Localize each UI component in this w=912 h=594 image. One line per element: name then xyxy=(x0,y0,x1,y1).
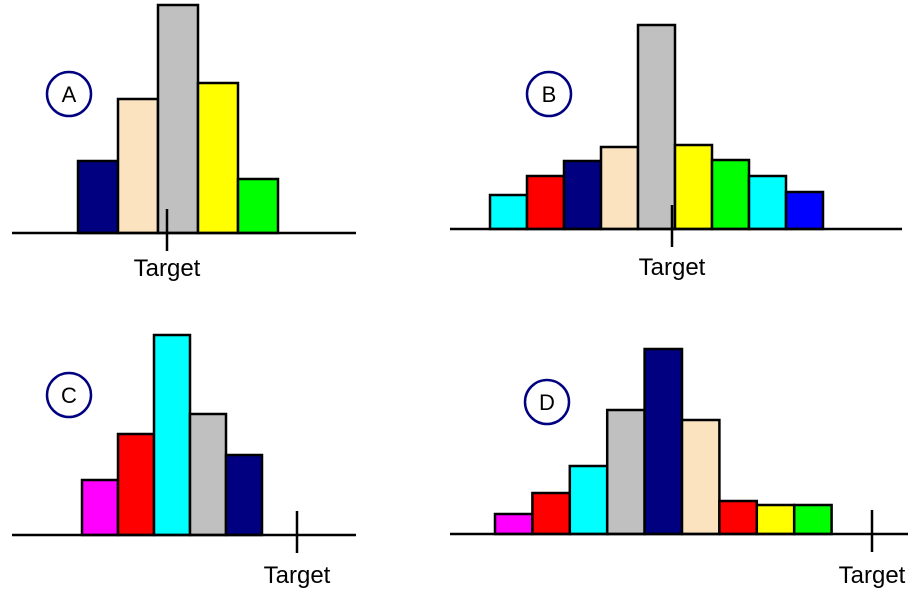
panel-badge-circle xyxy=(523,378,571,426)
bar xyxy=(792,503,833,536)
bar xyxy=(156,3,200,235)
bar xyxy=(680,418,721,536)
bar xyxy=(196,81,240,235)
panel-badge-circle xyxy=(45,70,93,118)
bar xyxy=(599,145,640,231)
bar xyxy=(755,503,796,536)
bar xyxy=(236,177,280,235)
panel-badge-circle xyxy=(525,70,573,118)
bar xyxy=(710,158,751,231)
target-label: Target xyxy=(264,562,331,589)
panel-b: Target B xyxy=(450,23,902,281)
bar xyxy=(673,143,714,231)
panel-label: C xyxy=(61,383,77,408)
bar xyxy=(224,453,264,537)
target-label: Target xyxy=(839,562,906,589)
bar xyxy=(531,491,572,536)
bar xyxy=(636,23,677,231)
bar xyxy=(116,432,156,537)
bar xyxy=(76,159,120,235)
panel-c: Target C xyxy=(12,333,356,589)
bar xyxy=(718,499,759,536)
bar xyxy=(643,347,684,536)
panel-label: B xyxy=(542,82,557,107)
target-label: Target xyxy=(639,254,706,281)
panel-label: D xyxy=(539,390,555,415)
bar xyxy=(562,159,603,231)
bar xyxy=(568,464,609,536)
bar xyxy=(784,190,825,231)
bar xyxy=(605,408,646,536)
bar xyxy=(188,412,228,537)
bar xyxy=(525,174,566,231)
target-label: Target xyxy=(134,255,201,282)
bar xyxy=(747,174,788,231)
bar xyxy=(488,193,529,231)
bar xyxy=(116,97,160,235)
bar xyxy=(152,333,192,537)
bar xyxy=(80,478,120,537)
panel-d: Target D xyxy=(450,347,908,589)
panel-badge-circle xyxy=(45,371,93,419)
panel-label: A xyxy=(62,82,77,107)
panel-a: Target A xyxy=(12,3,356,282)
bar xyxy=(493,512,534,536)
